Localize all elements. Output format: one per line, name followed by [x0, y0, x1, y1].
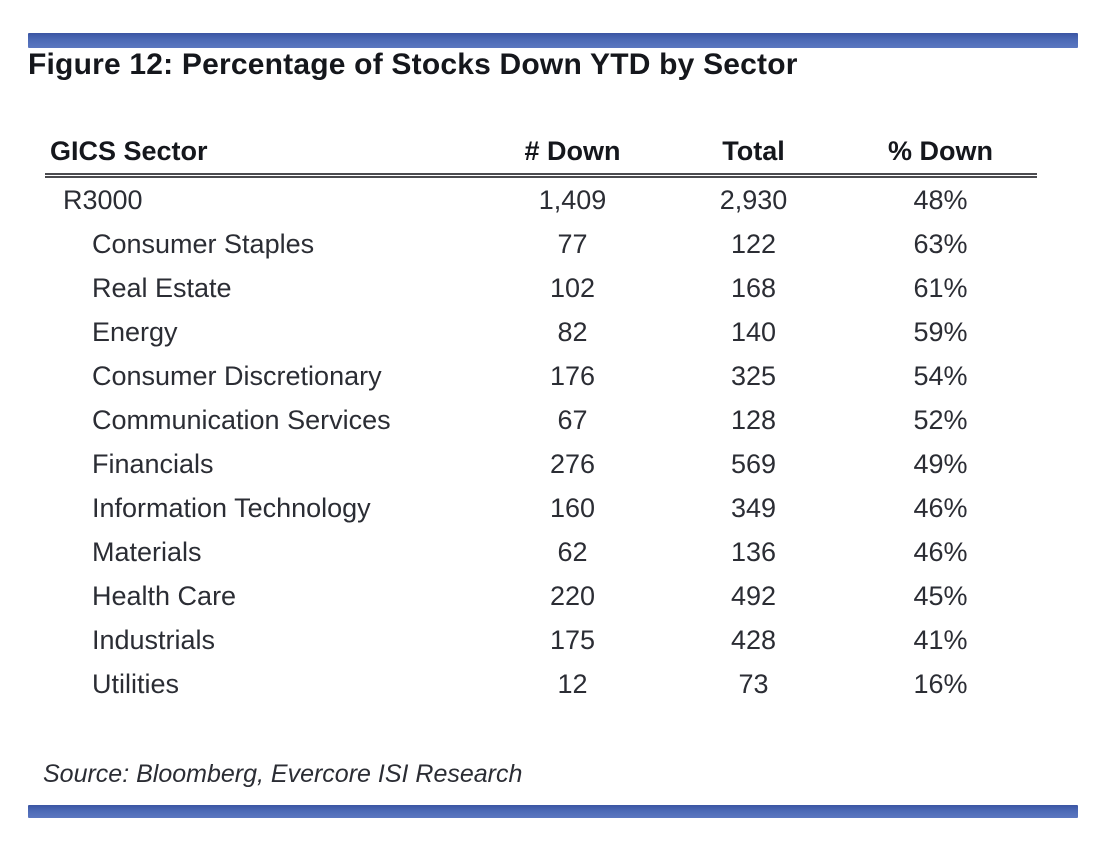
sector-cell: Financials	[92, 448, 214, 479]
sector-cell: Consumer Staples	[92, 228, 315, 259]
total-cell: 349	[730, 492, 777, 523]
num-down-cell: 77	[557, 228, 588, 259]
num-down-cell: 175	[549, 624, 596, 655]
top-accent-bar	[28, 33, 1078, 48]
total-cell: 140	[730, 316, 777, 347]
total-cell: 122	[730, 228, 777, 259]
total-cell: 428	[730, 624, 777, 655]
pct-down-cell: 45%	[913, 580, 968, 611]
pct-down-cell: 59%	[913, 316, 968, 347]
total-cell: 128	[730, 404, 777, 435]
num-down-cell: 67	[557, 404, 588, 435]
total-cell: 136	[730, 536, 777, 567]
column-header-num-down: # Down	[482, 130, 663, 178]
total-cell: 492	[730, 580, 777, 611]
pct-down-cell: 16%	[913, 668, 968, 699]
num-down-cell: 1,409	[538, 184, 607, 215]
pct-down-cell: 63%	[913, 228, 968, 259]
sector-cell: Consumer Discretionary	[92, 360, 382, 391]
figure-title: Figure 12: Percentage of Stocks Down YTD…	[28, 48, 798, 81]
sector-cell: Industrials	[92, 624, 216, 655]
sector-cell: Utilities	[92, 668, 180, 699]
bottom-accent-bar	[28, 805, 1078, 818]
pct-down-cell: 46%	[913, 492, 968, 523]
num-down-cell: 220	[549, 580, 596, 611]
column-header-total: Total	[663, 130, 844, 178]
sector-cell: Materials	[92, 536, 202, 567]
column-header-pct-down: % Down	[844, 130, 1037, 178]
num-down-cell: 160	[549, 492, 596, 523]
num-down-cell: 62	[557, 536, 588, 567]
sector-cell: Health Care	[92, 580, 237, 611]
num-down-cell: 82	[557, 316, 588, 347]
pct-down-cell: 41%	[913, 624, 968, 655]
sector-cell: Real Estate	[92, 272, 232, 303]
total-cell: 569	[730, 448, 777, 479]
num-down-cell: 276	[549, 448, 596, 479]
total-cell: 2,930	[719, 184, 788, 215]
pct-down-cell: 46%	[913, 536, 968, 567]
num-down-cell: 102	[549, 272, 596, 303]
column-header-gics-sector: GICS Sector	[45, 130, 482, 178]
pct-down-cell: 54%	[913, 360, 968, 391]
pct-down-cell: 52%	[913, 404, 968, 435]
sector-cell: Communication Services	[92, 404, 391, 435]
source-note: Source: Bloomberg, Evercore ISI Research	[43, 760, 523, 788]
sector-cell: Energy	[92, 316, 178, 347]
total-cell: 168	[730, 272, 777, 303]
pct-down-cell: 49%	[913, 448, 968, 479]
num-down-cell: 176	[549, 360, 596, 391]
sector-table: GICS Sector # Down Total % Down R3000 1,4…	[45, 130, 1037, 706]
sector-cell: Information Technology	[92, 492, 371, 523]
pct-down-cell: 61%	[913, 272, 968, 303]
pct-down-cell: 48%	[913, 184, 968, 215]
total-cell: 73	[738, 668, 769, 699]
total-cell: 325	[730, 360, 777, 391]
num-down-cell: 12	[557, 668, 588, 699]
sector-cell: R3000	[63, 184, 143, 215]
